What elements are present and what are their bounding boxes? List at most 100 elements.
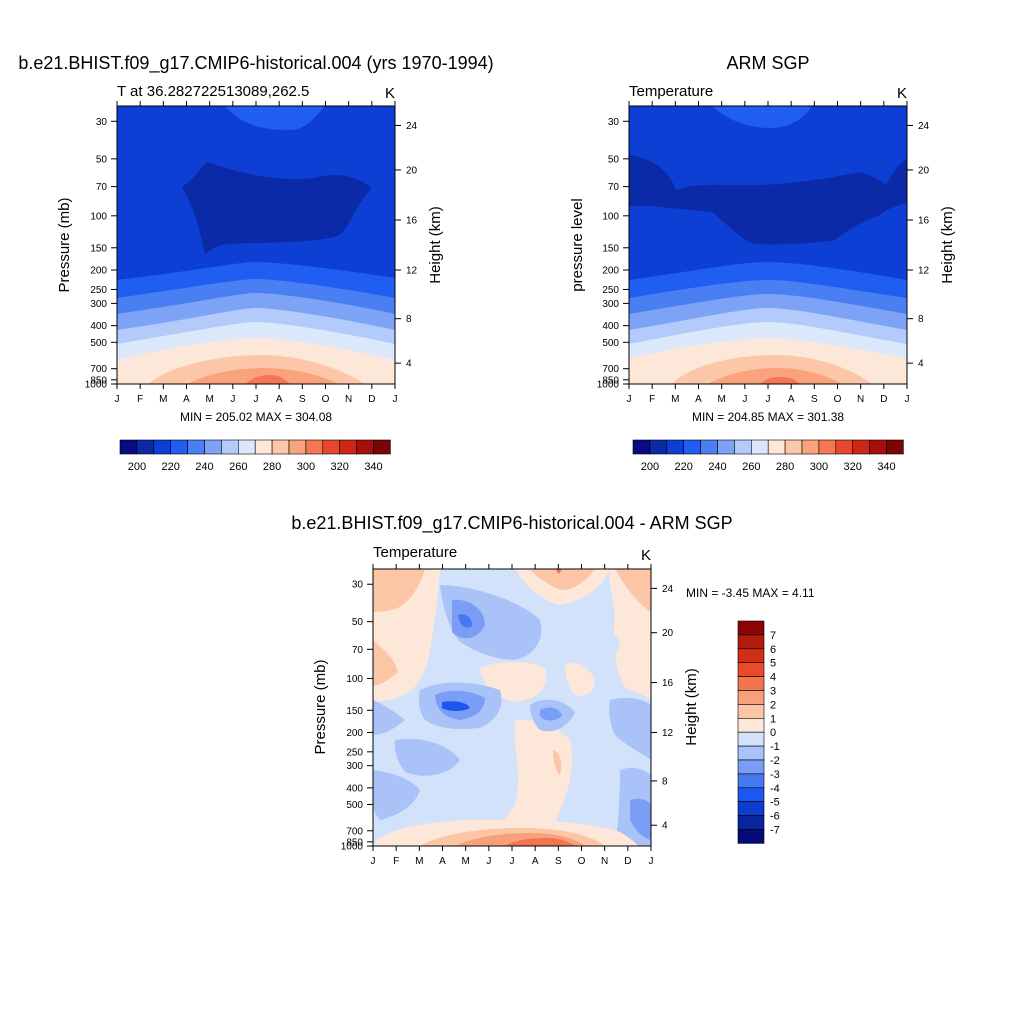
panel-obs-minmax: MIN = 204.85 MAX = 301.38 [692, 410, 844, 424]
panel-diff-title: b.e21.BHIST.f09_g17.CMIP6-historical.004… [291, 513, 732, 534]
x-tick-label: M [461, 856, 469, 867]
colorbar-label: 3 [770, 686, 776, 698]
y-tick-label: 150 [602, 243, 619, 254]
colorbar-cell [737, 648, 765, 663]
colorbar-cell [666, 439, 684, 455]
height-tick-label: 20 [406, 165, 418, 176]
y-tick-label: 150 [90, 243, 107, 254]
colorbar-cell [737, 662, 765, 677]
x-tick-label: M [415, 856, 423, 867]
colorbar-label: 340 [364, 461, 382, 473]
colorbar-cell [339, 439, 357, 455]
y-tick-label: 150 [346, 706, 363, 717]
colorbar-cell [373, 439, 391, 455]
x-tick-label: F [649, 394, 655, 405]
colorbar-cell [784, 439, 803, 455]
y-tick-label: 1000 [85, 380, 108, 391]
panel-obs-units: K [897, 85, 907, 102]
colorbar-label: 340 [877, 461, 895, 473]
colorbar-label: 200 [128, 461, 146, 473]
colorbar-cell [238, 439, 256, 455]
height-tick-label: 8 [918, 314, 924, 325]
height-tick-label: 16 [918, 215, 930, 226]
colorbar-cell [204, 439, 222, 455]
y-tick-label: 400 [602, 321, 619, 332]
colorbar-label: 320 [331, 461, 349, 473]
x-tick-label: J [742, 394, 747, 405]
x-tick-label: D [624, 856, 631, 867]
colorbar-cell [119, 439, 138, 455]
x-tick-label: A [788, 394, 795, 405]
colorbar-cell [271, 439, 290, 455]
y-tick-label: 100 [90, 211, 107, 222]
x-tick-label: J [649, 856, 654, 867]
colorbar-label: 240 [708, 461, 726, 473]
panel-model: b.e21.BHIST.f09_g17.CMIP6-historical.004… [18, 53, 493, 473]
colorbar-label: 1 [770, 713, 776, 725]
y-tick-label: 30 [352, 580, 364, 591]
colorbar-label: 280 [263, 461, 281, 473]
colorbar-label: 220 [162, 461, 180, 473]
colorbar-label: 300 [297, 461, 315, 473]
y-tick-label: 200 [346, 728, 363, 739]
colorbar-label: -1 [770, 741, 780, 753]
x-tick-label: A [439, 856, 446, 867]
x-tick-label: D [880, 394, 887, 405]
height-tick-label: 24 [406, 121, 418, 132]
colorbar-cell [288, 439, 307, 455]
panel-obs-axes: J F M A M J J A S O N D J 30 50 70 100 150 200 250 300 400 500… [597, 101, 930, 405]
x-tick-label: J [115, 394, 120, 405]
colorbar-cell [737, 815, 765, 830]
x-tick-label: A [532, 856, 539, 867]
x-tick-label: F [393, 856, 399, 867]
height-tick-label: 12 [662, 728, 674, 739]
panel-obs-subtitle: Temperature [629, 83, 713, 100]
panel-diff-ylabel-right: Height (km) [683, 668, 700, 746]
colorbar-label: -2 [770, 755, 780, 767]
height-tick-label: 4 [662, 821, 668, 832]
height-tick-label: 4 [406, 359, 412, 370]
x-tick-label: J [627, 394, 632, 405]
colorbar-cell [818, 439, 837, 455]
height-tick-label: 12 [918, 266, 930, 277]
x-tick-label: J [905, 394, 910, 405]
panel-model-colorbar: 200 220 240 260 280 300 320 340 [119, 439, 391, 473]
colorbar-cell [737, 717, 765, 733]
x-tick-label: J [230, 394, 235, 405]
panel-diff-colorbar: 7 6 5 4 32 1 0 -1 -2 -3 -4 -5 -6 -7 [737, 620, 780, 844]
colorbar-label: 200 [641, 461, 659, 473]
panel-obs-field [629, 106, 907, 384]
y-tick-label: 70 [352, 645, 364, 656]
colorbar-label: 0 [770, 727, 776, 739]
colorbar-cell [737, 690, 765, 705]
y-tick-label: 50 [352, 617, 364, 628]
y-tick-label: 500 [346, 800, 363, 811]
panel-diff-axes: J F M A M J J A S O N D J 30 50 70 100 150 200 250 300 400 500… [341, 564, 674, 867]
y-tick-label: 700 [90, 364, 107, 375]
x-tick-label: J [371, 856, 376, 867]
y-tick-label: 700 [346, 826, 363, 837]
colorbar-cell [305, 439, 324, 455]
panel-model-axes: J F M A M J J A S O N D J 30 50 70 100 150 200 250 300 400 500… [85, 101, 418, 405]
panel-model-field [117, 106, 395, 384]
colorbar-cell [852, 439, 870, 455]
x-tick-label: J [510, 856, 515, 867]
colorbar-cell [737, 745, 765, 761]
y-tick-label: 70 [608, 182, 620, 193]
panel-diff-subtitle: Temperature [373, 544, 457, 561]
colorbar-cell [649, 439, 668, 455]
colorbar-cell [737, 759, 765, 775]
height-tick-label: 24 [662, 584, 674, 595]
colorbar-cell [869, 439, 887, 455]
colorbar-cell [187, 439, 205, 455]
colorbar-label: 2 [770, 699, 776, 711]
y-tick-label: 300 [602, 299, 619, 310]
y-tick-label: 100 [602, 211, 619, 222]
y-tick-label: 30 [96, 117, 108, 128]
panel-obs-title: ARM SGP [726, 53, 809, 73]
y-tick-label: 1000 [597, 380, 620, 391]
panel-obs: ARM SGP Temperature K J F M A M J J A S O N D J 30 50 7… [569, 53, 956, 473]
colorbar-label: -4 [770, 783, 780, 795]
height-tick-label: 12 [406, 266, 418, 277]
height-tick-label: 20 [662, 628, 674, 639]
